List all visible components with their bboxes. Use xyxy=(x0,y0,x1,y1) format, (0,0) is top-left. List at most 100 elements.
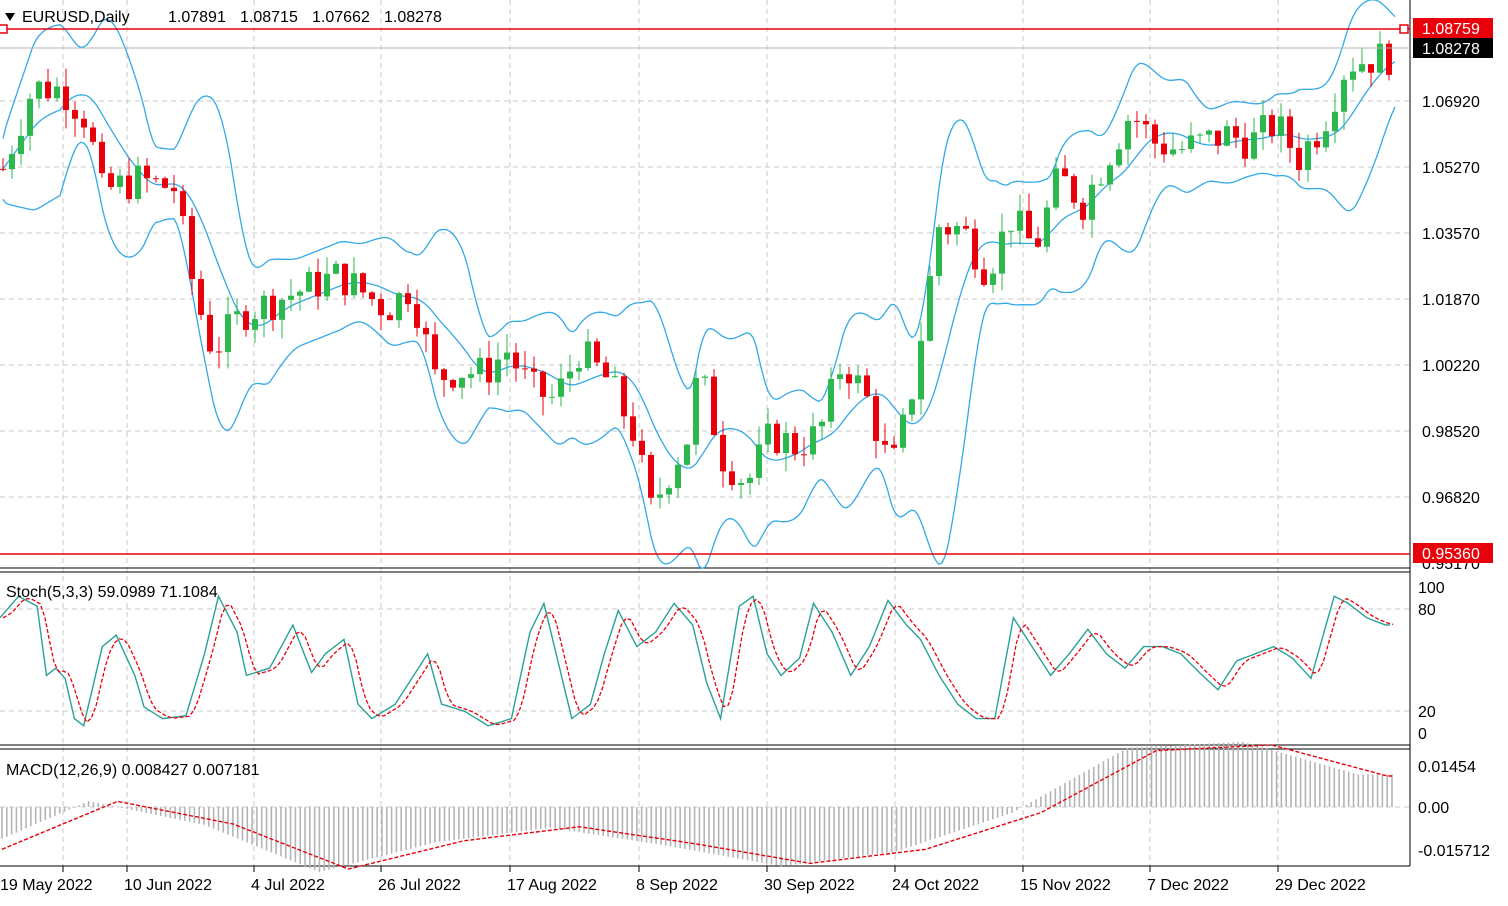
candle-body xyxy=(9,154,15,170)
current-price-badge xyxy=(1413,38,1493,58)
candle-body xyxy=(576,367,582,372)
candle-body xyxy=(963,225,969,229)
candle-body xyxy=(1359,64,1365,72)
bull-candle xyxy=(675,457,681,498)
candle-body xyxy=(1332,111,1338,132)
collapse-triangle-icon[interactable] xyxy=(5,13,15,21)
candles xyxy=(0,31,1392,509)
date-tick: 15 Nov 2022 xyxy=(1020,877,1111,894)
candle-body xyxy=(1206,130,1212,135)
bull-candle xyxy=(1206,129,1212,143)
bb-middle-band xyxy=(2,61,1396,469)
bear-candle xyxy=(945,222,951,245)
ohlc-open: 1.07891 xyxy=(168,9,226,26)
bull-candle xyxy=(1098,177,1104,187)
date-tick: 26 Jul 2022 xyxy=(378,877,461,894)
high-line-handle-right[interactable] xyxy=(1399,24,1409,34)
bear-candle xyxy=(621,372,627,429)
bear-candle xyxy=(1143,114,1149,139)
bull-candle xyxy=(1305,134,1311,182)
bear-candle xyxy=(1161,131,1167,163)
bear-candle xyxy=(972,219,978,279)
bull-candle xyxy=(261,290,267,338)
candle-body xyxy=(1026,210,1032,239)
date-tick: 10 Jun 2022 xyxy=(124,877,212,894)
bear-candle xyxy=(153,175,159,183)
bear-candle xyxy=(1269,109,1275,144)
bull-candle xyxy=(54,77,60,102)
bull-candle xyxy=(306,266,312,293)
date-tick: 19 May 2022 xyxy=(0,877,93,894)
candle-body xyxy=(711,376,717,435)
candle-body xyxy=(540,371,546,397)
candle-body xyxy=(1350,71,1356,80)
candle-body xyxy=(648,455,654,498)
bear-candle xyxy=(189,207,195,295)
candle-body xyxy=(1125,120,1131,150)
bull-candle xyxy=(1170,133,1176,157)
candle-body xyxy=(351,273,357,296)
candle-body xyxy=(729,471,735,486)
candle-body xyxy=(441,369,447,381)
candle-body xyxy=(684,444,690,465)
candle-body xyxy=(216,351,222,353)
candle-body xyxy=(324,273,330,297)
bear-candle xyxy=(360,272,366,298)
bull-candle xyxy=(999,213,1005,291)
candle-body xyxy=(972,228,978,270)
bb-upper-band xyxy=(2,0,1396,403)
bear-candle xyxy=(162,176,168,189)
candle-body xyxy=(909,399,915,415)
candle-body xyxy=(1341,79,1347,112)
candle-body xyxy=(495,359,501,383)
candle-body xyxy=(1215,130,1221,146)
candle-body xyxy=(666,488,672,495)
bear-candle xyxy=(873,388,879,459)
candle-body xyxy=(630,416,636,441)
candle-body xyxy=(522,368,528,370)
bull-candle xyxy=(1251,117,1257,161)
bear-candle xyxy=(81,110,87,138)
candle-body xyxy=(234,311,240,315)
candle-body xyxy=(468,374,474,378)
bear-candle xyxy=(0,158,6,172)
bear-candle xyxy=(45,68,51,102)
bear-candle xyxy=(486,340,492,396)
bear-candle xyxy=(72,101,78,137)
candle-body xyxy=(333,263,339,274)
bull-candle xyxy=(954,221,960,246)
bull-candle xyxy=(558,363,564,407)
candle-body xyxy=(45,81,51,99)
candle-body xyxy=(1260,115,1266,133)
date-axis: 19 May 2022 10 Jun 2022 4 Jul 2022 26 Ju… xyxy=(0,866,1366,894)
candle-body xyxy=(117,175,123,187)
date-tick: 30 Sep 2022 xyxy=(764,877,855,894)
candle-body xyxy=(477,357,483,375)
bull-candle xyxy=(1008,230,1014,248)
date-tick: 8 Sep 2022 xyxy=(636,877,718,894)
candle-body xyxy=(1170,149,1176,155)
bull-candle xyxy=(990,267,996,294)
ohlc-close: 1.08278 xyxy=(384,9,442,26)
candle-body xyxy=(1080,202,1086,220)
candle-body xyxy=(1386,43,1392,75)
candle-body xyxy=(432,334,438,370)
bear-candle xyxy=(1215,130,1221,155)
bull-candle xyxy=(396,291,402,328)
high-line-handle-left[interactable] xyxy=(0,24,8,34)
candle-body xyxy=(90,127,96,142)
candle-body xyxy=(1035,238,1041,247)
bull-candle xyxy=(765,408,771,453)
date-tick: 17 Aug 2022 xyxy=(507,877,597,894)
candle-body xyxy=(567,371,573,379)
candle-body xyxy=(693,377,699,445)
bear-candle xyxy=(387,312,393,321)
bear-candle xyxy=(1062,154,1068,177)
candle-body xyxy=(63,86,69,111)
ohlc-high: 1.08715 xyxy=(240,9,298,26)
bull-candle xyxy=(612,366,618,378)
bull-candle xyxy=(783,421,789,472)
bear-candle xyxy=(198,270,204,320)
candle-body xyxy=(405,293,411,305)
